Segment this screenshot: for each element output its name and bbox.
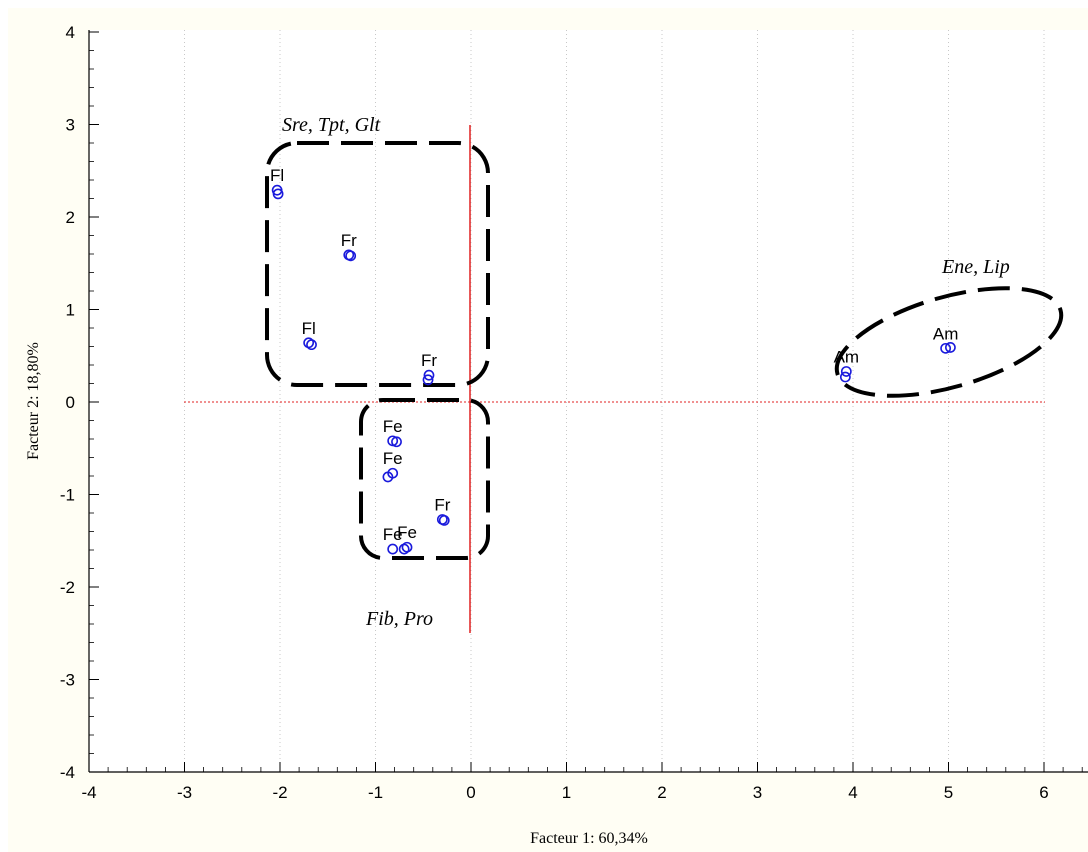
data-point — [303, 337, 315, 349]
group-label-sre-tpt-glt: Sre, Tpt, Glt — [282, 114, 381, 136]
group-label-fib-pro: Fib, Pro — [365, 608, 433, 630]
y-tick-label: 3 — [66, 116, 75, 135]
y-tick-label: 4 — [66, 23, 75, 42]
x-tick-label: -3 — [177, 783, 192, 802]
data-point — [272, 188, 284, 200]
y-tick-label: -1 — [60, 486, 75, 505]
y-tick-label: -4 — [60, 763, 75, 782]
x-tick-label: 0 — [466, 783, 475, 802]
group-outline-lower-center — [359, 398, 490, 560]
data-point — [940, 342, 952, 354]
data-point — [840, 366, 852, 377]
point-label: Fl — [270, 166, 284, 185]
point-label: Fr — [421, 351, 437, 370]
point-label: Fe — [383, 449, 403, 468]
y-tick-label: -2 — [60, 578, 75, 597]
x-tick-label: -1 — [368, 783, 383, 802]
x-tick-label: 2 — [657, 783, 666, 802]
axis-ticks: -4 -3 -2 -1 0 1 2 3 4 5 6 4 3 2 1 0 -1 -2 -3 -4 — [60, 23, 1083, 802]
x-tick-label: -4 — [81, 783, 96, 802]
data-point — [423, 369, 435, 381]
point-label: Fr — [434, 495, 450, 514]
y-tick-label: -3 — [60, 671, 75, 690]
y-tick-label: 0 — [66, 393, 75, 412]
point-label: Fe — [383, 417, 403, 436]
data-point — [398, 543, 410, 555]
data-point — [422, 374, 434, 386]
point-label: Am — [834, 347, 860, 366]
x-tick-label: -2 — [272, 783, 287, 802]
data-point — [387, 543, 399, 555]
group-outlines — [265, 141, 1064, 560]
data-point — [391, 436, 402, 448]
data-point — [382, 471, 394, 483]
point-label: Fe — [383, 525, 403, 544]
data-point — [839, 371, 851, 383]
data-point — [306, 339, 317, 351]
x-tick-label: 4 — [848, 783, 857, 802]
y-axis-title: Facteur 2: 18,80% — [25, 342, 42, 460]
y-tick-label: 1 — [66, 301, 75, 320]
plot-area — [89, 30, 1088, 772]
data-point — [345, 250, 357, 262]
reference-lines — [184, 125, 1045, 633]
point-label: Am — [933, 324, 959, 343]
point-label: Fr — [341, 231, 357, 250]
x-tick-label: 5 — [944, 783, 953, 802]
group-label-ene-lip: Ene, Lip — [941, 256, 1010, 278]
data-point — [401, 541, 413, 553]
x-axis-title: Facteur 1: 60,34% — [530, 830, 648, 847]
point-label: Fl — [302, 319, 316, 338]
data-point — [945, 342, 956, 353]
y-tick-label: 2 — [66, 208, 75, 227]
x-tick-label: 6 — [1039, 783, 1048, 802]
data-point — [438, 515, 450, 526]
x-tick-label: 1 — [562, 783, 571, 802]
point-label: Fe — [397, 523, 417, 542]
group-outline-right — [834, 286, 1064, 398]
x-tick-label: 3 — [753, 783, 762, 802]
